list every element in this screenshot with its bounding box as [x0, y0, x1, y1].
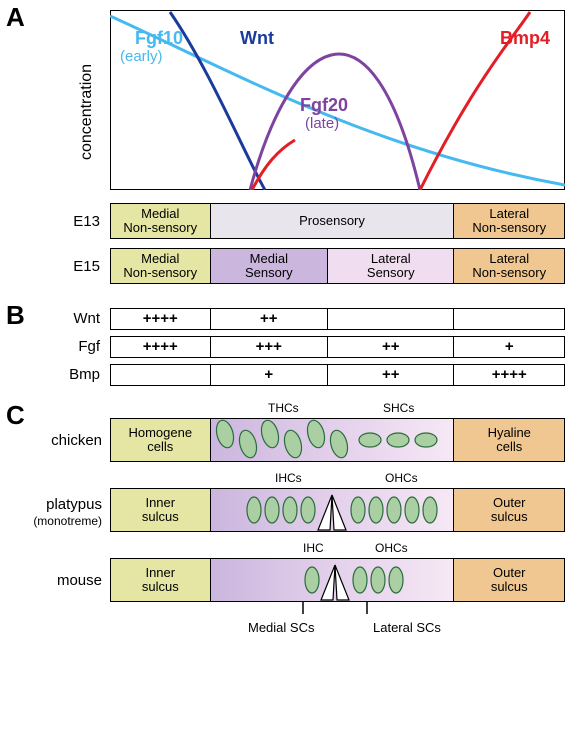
domain-cell: LateralNon-sensory — [454, 249, 564, 283]
panel-b-cell: ++++ — [111, 309, 211, 329]
bottom-sc-label: Lateral SCs — [373, 620, 441, 635]
domain-cell: MedialNon-sensory — [111, 249, 211, 283]
panel-b-row: ++++++++++ — [110, 336, 565, 358]
hc-label: IHC — [303, 541, 324, 555]
panel-b-row-label: Wnt — [48, 310, 100, 327]
panel-c-label: C — [6, 400, 25, 431]
hc-label: OHCs — [385, 471, 418, 485]
panel-b-cell — [454, 309, 564, 329]
e15-row: MedialNon-sensoryMedialSensoryLateralSen… — [110, 248, 565, 284]
right-domain-cell: Outersulcus — [454, 559, 564, 601]
hc-label: OHCs — [375, 541, 408, 555]
panel-b-label: B — [6, 300, 25, 331]
morphogen-label: Wnt — [240, 28, 274, 49]
panel-b-cell — [328, 309, 454, 329]
panel-b-row: +++++++ — [110, 364, 565, 386]
panel-b-cell: ++++ — [111, 337, 211, 357]
morphogen-label: Fgf10 — [135, 28, 183, 49]
left-domain-cell: Innersulcus — [111, 489, 211, 531]
panel-b-cell — [111, 365, 211, 385]
panel-b-cell: + — [454, 337, 564, 357]
e13-label: E13 — [56, 213, 100, 230]
panel-b-row: ++++++ — [110, 308, 565, 330]
e15-label: E15 — [56, 258, 100, 275]
species-sublabel: (monotreme) — [2, 514, 102, 528]
hc-label: THCs — [268, 401, 299, 415]
y-axis-label: concentration — [78, 64, 96, 160]
domain-cell: MedialSensory — [211, 249, 328, 283]
species-row: Innersulcus Outersulcus — [110, 488, 565, 532]
right-domain-cell: Hyalinecells — [454, 419, 564, 461]
domain-cell: Prosensory — [211, 204, 455, 238]
morphogen-sublabel: (early) — [120, 48, 163, 65]
sensory-domain-cell — [211, 559, 455, 601]
panel-b-row-label: Bmp — [48, 366, 100, 383]
right-domain-cell: Outersulcus — [454, 489, 564, 531]
panel-a-label: A — [6, 2, 25, 33]
panel-b-cell: ++ — [328, 337, 454, 357]
hc-label: IHCs — [275, 471, 302, 485]
panel-b-cell: +++ — [211, 337, 328, 357]
morphogen-label: Bmp4 — [500, 28, 550, 49]
sensory-domain-cell — [211, 489, 455, 531]
morphogen-sublabel: (late) — [305, 115, 339, 132]
species-label: platypus — [2, 496, 102, 513]
panel-b-cell: ++ — [328, 365, 454, 385]
panel-b-cell: ++ — [211, 309, 328, 329]
domain-cell: LateralNon-sensory — [454, 204, 564, 238]
e13-row: MedialNon-sensoryProsensoryLateralNon-se… — [110, 203, 565, 239]
sensory-domain-cell — [211, 419, 455, 461]
morphogen-label: Fgf20 — [300, 95, 348, 116]
panel-b-cell: ++++ — [454, 365, 564, 385]
left-domain-cell: Homogenecells — [111, 419, 211, 461]
hc-label: SHCs — [383, 401, 414, 415]
panel-b-row-label: Fgf — [48, 338, 100, 355]
species-label: mouse — [2, 572, 102, 589]
species-label: chicken — [2, 432, 102, 449]
bottom-sc-label: Medial SCs — [248, 620, 314, 635]
domain-cell: MedialNon-sensory — [111, 204, 211, 238]
left-domain-cell: Innersulcus — [111, 559, 211, 601]
panel-b-cell: + — [211, 365, 328, 385]
species-row: Homogenecells Hyalinecells — [110, 418, 565, 462]
species-row: Innersulcus Outersulcus — [110, 558, 565, 602]
domain-cell: LateralSensory — [328, 249, 454, 283]
